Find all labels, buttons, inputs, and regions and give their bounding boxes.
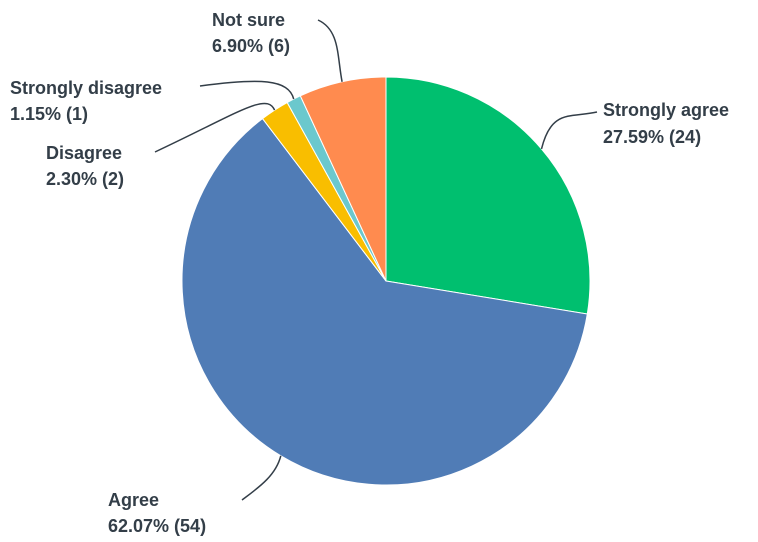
label-strongly-disagree-value: 1.15% (1) [10,104,88,124]
leader-line-disagree [154,102,276,153]
label-strongly-agree-value: 27.59% (24) [603,127,701,147]
label-disagree-name: Disagree [46,143,122,163]
slice-labels: Strongly agree 27.59% (24) Agree 62.07% … [10,10,729,536]
label-not-sure-value: 6.90% (6) [212,36,290,56]
label-strongly-agree-name: Strongly agree [603,100,729,120]
leader-lines [154,19,598,501]
leader-line-not-sure [317,19,343,82]
slice-strongly-agree [385,76,591,315]
label-disagree-value: 2.30% (2) [46,169,124,189]
slice-agree [181,117,588,486]
pie-slices [181,76,591,486]
label-not-sure-name: Not sure [212,10,285,30]
label-agree-name: Agree [108,490,159,510]
label-agree-value: 62.07% (54) [108,516,206,536]
label-strongly-disagree-name: Strongly disagree [10,78,162,98]
leader-line-agree [241,455,282,501]
leader-line-strongly-disagree [199,80,295,100]
leader-line-strongly-agree [540,111,598,150]
